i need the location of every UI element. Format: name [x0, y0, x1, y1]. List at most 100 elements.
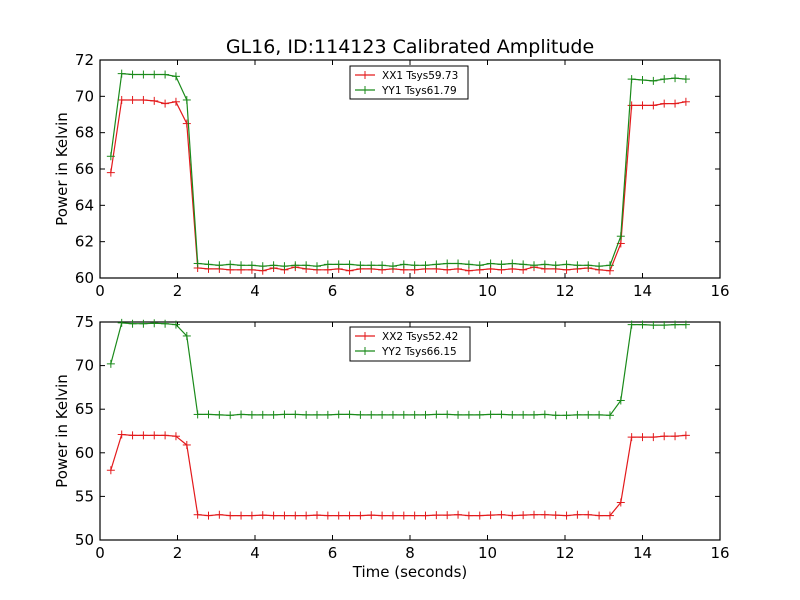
data-point [302, 511, 311, 520]
x-tick-label: 0 [95, 544, 105, 562]
data-point [421, 410, 430, 419]
data-point [128, 70, 137, 79]
legend-label: YY1 Tsys61.79 [381, 85, 457, 97]
data-point [171, 72, 180, 81]
data-point [681, 431, 690, 440]
data-point [616, 232, 625, 241]
data-point [638, 320, 647, 329]
data-point [128, 431, 137, 440]
data-point [540, 260, 549, 269]
x-tick-label: 6 [328, 544, 338, 562]
data-point [584, 261, 593, 270]
data-point [313, 262, 321, 271]
data-point [660, 321, 669, 330]
legend-box [349, 326, 471, 362]
data-point [519, 410, 528, 419]
data-point [204, 260, 213, 269]
data-point [161, 431, 170, 440]
data-point [616, 396, 625, 405]
x-tick-label: 10 [478, 282, 497, 300]
y-tick-label: 60 [75, 269, 94, 287]
data-point [378, 410, 387, 419]
data-point [627, 433, 636, 442]
x-tick-label: 2 [173, 282, 183, 300]
data-point [443, 511, 452, 520]
data-point [681, 75, 690, 84]
data-point [432, 511, 441, 520]
data-point [410, 511, 419, 520]
legend-box [349, 65, 469, 100]
data-point [681, 320, 690, 329]
data-point [464, 410, 473, 419]
data-point [345, 410, 354, 419]
data-point [627, 75, 636, 84]
data-point [345, 260, 354, 269]
data-point [356, 511, 365, 520]
data-point [117, 95, 126, 104]
series-line [110, 72, 686, 267]
data-point [540, 410, 549, 419]
data-point [171, 320, 180, 329]
y-tick-label: 68 [75, 124, 94, 142]
data-point [454, 510, 463, 519]
x-tick-label: 8 [405, 544, 415, 562]
data-point [551, 411, 560, 420]
data-point [323, 511, 332, 520]
data-point [182, 95, 191, 104]
data-point [399, 511, 408, 520]
data-point [182, 440, 191, 449]
data-point [323, 260, 332, 269]
data-point [454, 410, 463, 419]
data-point [638, 75, 647, 84]
data-point [378, 511, 387, 520]
x-tick-label: 12 [555, 282, 574, 300]
data-point [117, 69, 126, 78]
data-point [508, 410, 517, 419]
data-point [649, 433, 658, 442]
data-point [193, 259, 202, 268]
data-point [367, 410, 376, 419]
y-tick-label: 64 [75, 196, 94, 214]
data-point [508, 259, 517, 268]
data-point [161, 99, 170, 108]
data-point [388, 262, 397, 271]
data-point [464, 511, 473, 520]
data-point [280, 410, 289, 419]
data-point [605, 261, 614, 270]
legend-entry: XX1 Tsys59.73 [355, 70, 458, 82]
x-tick-label: 2 [173, 544, 183, 562]
data-point [627, 320, 636, 329]
x-tick-label: 10 [478, 544, 497, 562]
data-point [334, 410, 343, 419]
data-point [443, 259, 452, 268]
data-point [106, 466, 115, 475]
x-tick-label: 8 [405, 282, 415, 300]
data-point [302, 410, 311, 419]
data-point [671, 74, 680, 83]
data-point [605, 511, 614, 520]
data-point [573, 261, 582, 270]
data-point [247, 261, 256, 270]
data-point [399, 410, 408, 419]
data-point [302, 261, 311, 270]
data-point [530, 410, 538, 419]
y-tick-label: 55 [75, 487, 94, 505]
series-line [110, 433, 686, 517]
data-point [269, 261, 278, 270]
data-point [280, 511, 289, 520]
data-point [323, 410, 332, 419]
data-point [595, 410, 604, 419]
data-point [660, 432, 669, 441]
data-point [367, 261, 376, 270]
data-point [356, 410, 365, 419]
y-tick-label: 50 [75, 531, 94, 549]
data-point [313, 410, 321, 419]
data-point [150, 96, 159, 105]
data-point [519, 260, 528, 269]
data-point [226, 411, 235, 420]
data-point [595, 511, 604, 520]
data-point [519, 511, 528, 520]
data-point [139, 319, 148, 328]
